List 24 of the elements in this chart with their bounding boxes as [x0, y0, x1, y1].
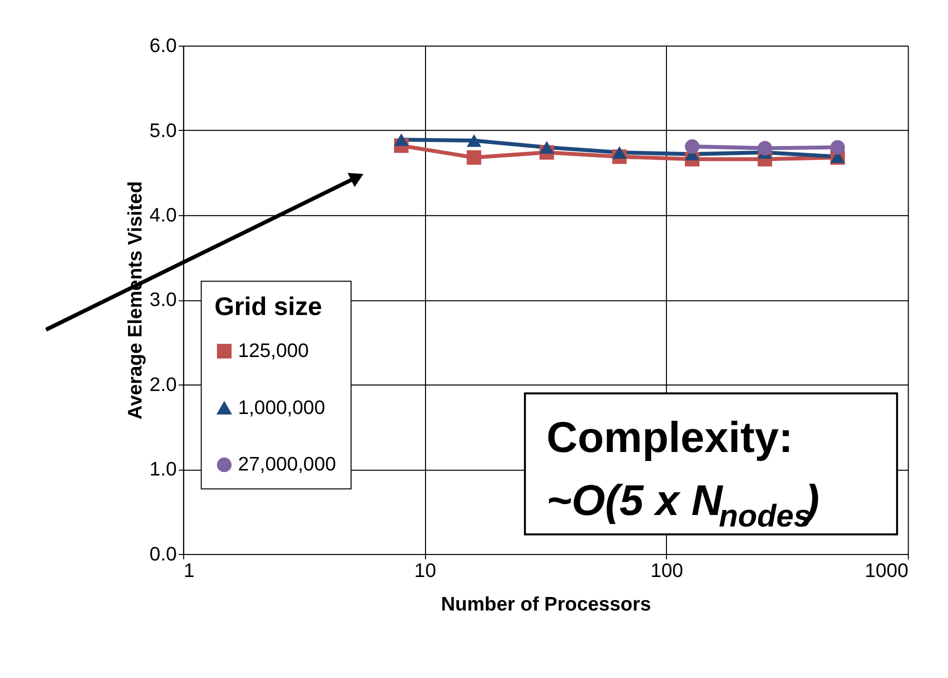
point: [830, 140, 845, 155]
x-tick-label: 1: [184, 560, 195, 582]
point: [684, 139, 700, 154]
y-tick-label: 6.0: [150, 35, 177, 58]
point: [612, 146, 627, 159]
y-tick-label: 2.0: [150, 374, 177, 396]
y-tick-label: 3.0: [150, 289, 177, 312]
point: [394, 133, 409, 146]
legend-label: 27,000,000: [238, 454, 336, 476]
y-tick-label: 1.0: [150, 458, 177, 481]
point: [466, 150, 482, 165]
x-axis-title: Number of Processors: [440, 593, 652, 616]
x-tick-label: 1000: [864, 560, 908, 582]
legend-label: 125,000: [238, 340, 309, 362]
y-tick-label: 5.0: [150, 120, 177, 142]
legend-label: 1,000,000: [238, 396, 326, 419]
point: [466, 134, 482, 147]
point: [539, 141, 554, 154]
legend-title: Grid size: [214, 293, 322, 321]
point: [758, 140, 772, 156]
x-tick-label: 100: [650, 560, 684, 582]
y-tick-label: 4.0: [150, 204, 177, 226]
x-tick-label: 10: [414, 560, 436, 582]
y-tick-label: 0.0: [150, 543, 177, 566]
